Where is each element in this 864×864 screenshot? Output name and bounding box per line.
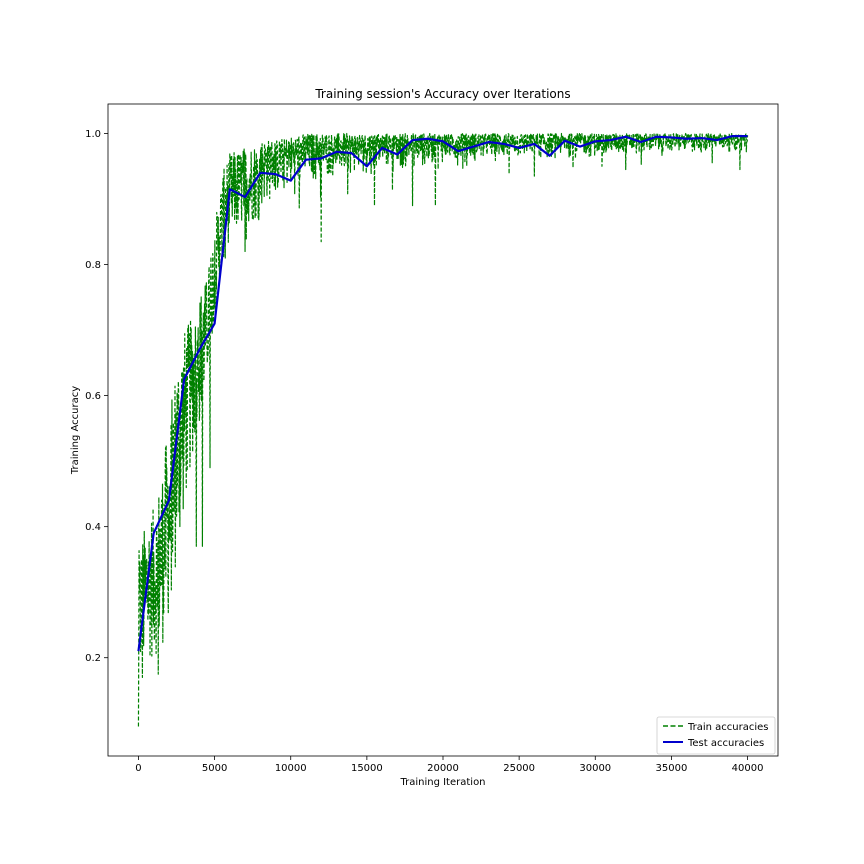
y-axis-ticks: 0.2 0.4 0.6 0.8 1.0 [85, 129, 108, 664]
y-tick-label: 1.0 [85, 129, 101, 140]
legend-box [656, 716, 776, 755]
y-tick-label: 0.6 [85, 391, 101, 402]
x-tick-label: 20000 [427, 763, 459, 774]
x-tick-label: 30000 [579, 763, 611, 774]
y-axis-label: Training Accuracy [70, 386, 81, 475]
x-tick-label: 10000 [275, 763, 307, 774]
x-tick-label: 15000 [351, 763, 383, 774]
x-tick-label: 0 [135, 763, 141, 774]
legend-train-label: Train accuracies [687, 722, 769, 733]
x-tick-label: 35000 [656, 763, 688, 774]
x-tick-label: 40000 [732, 763, 764, 774]
plot-marks [137, 132, 749, 727]
x-tick-label: 5000 [202, 763, 227, 774]
y-tick-label: 0.4 [85, 522, 101, 533]
x-axis-ticks: 0 5000 10000 15000 20000 25000 30000 35000 40000 [135, 756, 763, 774]
y-tick-label: 0.2 [85, 653, 101, 664]
y-tick-label: 0.8 [85, 260, 101, 271]
x-axis-label: Training Iteration [399, 777, 485, 788]
train-accuracy-line [137, 132, 749, 727]
legend-test-label: Test accuracies [687, 738, 764, 749]
chart-title: Training session's Accuracy over Iterati… [314, 87, 570, 101]
x-tick-label: 25000 [503, 763, 535, 774]
legend: Train accuracies Test accuracies [656, 716, 776, 755]
